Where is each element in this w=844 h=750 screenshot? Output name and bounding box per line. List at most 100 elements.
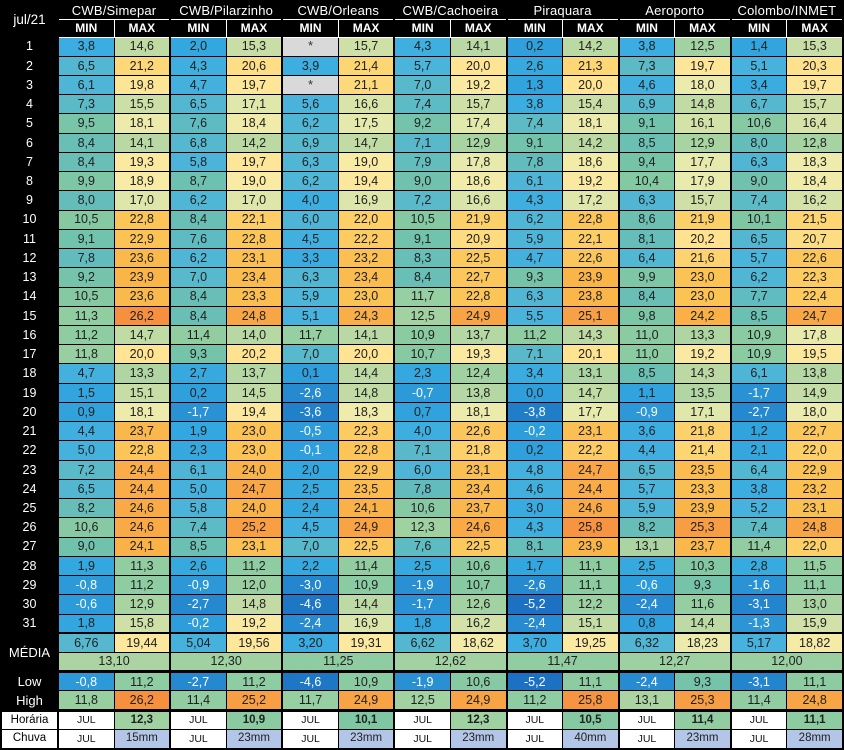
max-temp-cell: 20,6	[225, 55, 283, 76]
min-temp-cell: -1,7	[169, 401, 227, 423]
min-temp-cell: 4,6	[617, 74, 676, 96]
max-temp-cell: 18,3	[786, 151, 844, 173]
max-temp-cell: 23,0	[225, 440, 283, 461]
min-low-cell: -4,6	[281, 670, 339, 692]
min-temp-cell: 6,3	[617, 190, 676, 211]
min-temp-cell: 6,2	[169, 190, 227, 211]
day-row: 12 7,8 23,6 6,2 23,1 3,3 23,2 8,3 22,5 4,7 22,6 6,4…	[0, 248, 844, 269]
min-temp-cell: 4,3	[505, 517, 564, 538]
min-temp-cell: 5,2	[729, 498, 788, 519]
max-temp-cell: 19,3	[449, 344, 508, 365]
min-temp-cell: 3,8	[729, 478, 788, 500]
horaria-month-cell: JUL	[56, 708, 115, 730]
max-temp-cell: 24,0	[225, 498, 283, 519]
max-temp-cell: 21,2	[113, 55, 171, 76]
max-temp-cell: 23,2	[786, 478, 844, 500]
min-temp-cell: 9,1	[617, 113, 676, 134]
min-temp-cell: 6,4	[729, 459, 788, 480]
max-temp-cell: 21,5	[786, 209, 844, 230]
min-temp-cell: 11,7	[393, 286, 451, 307]
day-row: 11 9,1 22,9 7,6 22,8 4,5 22,2 9,1 20,9 5,9 22,1 8,1…	[0, 228, 844, 250]
overall-mean-cell: 12,30	[169, 651, 283, 673]
min-temp-cell: 8,5	[617, 363, 676, 384]
max-temp-cell: 23,6	[113, 248, 171, 269]
max-temp-cell: 22,1	[225, 209, 283, 230]
day-row: 30 -0,6 12,9 -2,7 14,8 -4,6 14,4 -1,7 12,6 -5,2 12…	[0, 594, 844, 615]
chuva-value-cell: 23mm	[337, 728, 395, 750]
min-temp-cell: 2,8	[729, 555, 788, 577]
max-temp-cell: 22,7	[786, 421, 844, 442]
max-high-cell: 25,2	[225, 690, 283, 711]
min-temp-cell: 13,1	[617, 536, 676, 557]
min-temp-cell: 9,0	[393, 171, 451, 192]
min-temp-cell: 4,3	[505, 190, 564, 211]
min-temp-cell: 9,2	[393, 113, 451, 134]
max-temp-cell: 22,9	[337, 459, 395, 480]
max-temp-cell: 21,1	[337, 74, 395, 96]
min-temp-cell: 7,6	[169, 113, 227, 134]
min-header: MIN	[505, 18, 564, 38]
min-media-cell: 3,70	[505, 632, 564, 654]
min-media-cell: 6,32	[617, 632, 676, 654]
max-temp-cell: 14,0	[225, 325, 283, 346]
min-temp-cell: 6,5	[729, 228, 788, 250]
max-temp-cell: 23,1	[225, 248, 283, 269]
min-temp-cell: *	[281, 36, 339, 57]
max-temp-cell: 25,3	[674, 517, 732, 538]
min-temp-cell: 10,6	[393, 498, 451, 519]
station-header-piraquara: Piraquara	[505, 0, 620, 20]
day-label: 31	[0, 613, 59, 634]
media-row: MÉDIA 6,76 19,44 5,04 19,56 3,20 19,31 6,62 18,6…	[0, 632, 844, 673]
max-temp-cell: 19,8	[113, 74, 171, 96]
max-high-cell: 24,9	[337, 690, 395, 711]
overall-mean-cell: 11,25	[281, 651, 395, 673]
min-temp-cell: -0,8	[56, 575, 115, 596]
min-temp-cell: 7,3	[56, 94, 115, 115]
horaria-value-cell: 10,1	[337, 708, 395, 730]
max-temp-cell: 16,6	[337, 94, 395, 115]
min-temp-cell: -4,6	[281, 594, 339, 615]
low-row: Low -0,8 11,2 -2,7 11,2 -4,6 10,9 -1,9 10,6 -5,2 1…	[0, 670, 844, 692]
min-header: MIN	[617, 18, 676, 38]
min-temp-cell: 3,8	[505, 94, 564, 115]
min-temp-cell: 6,4	[617, 248, 676, 269]
min-temp-cell: 7,8	[505, 151, 564, 173]
max-media-cell: 18,23	[674, 632, 732, 654]
max-low-cell: 10,9	[337, 670, 395, 692]
min-temp-cell: 5,9	[505, 228, 564, 250]
max-low-cell: 10,6	[449, 670, 508, 692]
min-temp-cell: 2,6	[169, 555, 227, 577]
min-temp-cell: 7,6	[393, 536, 451, 557]
min-temp-cell: 7,1	[393, 440, 451, 461]
max-low-cell: 11,2	[225, 670, 283, 692]
max-temp-cell: 22,3	[337, 421, 395, 442]
max-temp-cell: 14,1	[449, 36, 508, 57]
day-row: 23 7,2 24,4 6,1 24,0 2,0 22,9 6,0 23,1 4,8 24,7 6,5…	[0, 459, 844, 480]
day-label: 28	[0, 555, 59, 577]
max-temp-cell: 22,9	[786, 459, 844, 480]
max-temp-cell: 17,5	[337, 113, 395, 134]
horaria-row: Horária JUL 12,3 JUL 10,9 JUL 10,1 JUL 12,3 JUL 10…	[0, 708, 844, 730]
min-temp-cell: 9,0	[56, 536, 115, 557]
day-label: 20	[0, 401, 59, 423]
day-label: 21	[0, 421, 59, 442]
horaria-value-cell: 11,4	[674, 708, 732, 730]
max-temp-cell: 17,0	[113, 190, 171, 211]
day-row: 2 6,5 21,2 4,3 20,6 3,9 21,4 5,7 20,0 2,6 21,3 7,3 1…	[0, 55, 844, 76]
min-temp-cell: 6,9	[617, 94, 676, 115]
max-high-cell: 25,3	[674, 690, 732, 711]
max-temp-cell: 14,7	[337, 132, 395, 153]
day-row: 8 9,9 18,9 8,7 19,0 6,2 19,4 9,0 18,6 6,1 19,2 10,4…	[0, 171, 844, 192]
max-temp-cell: 22,0	[786, 440, 844, 461]
min-temp-cell: 8,0	[729, 132, 788, 153]
min-temp-cell: -0,9	[169, 575, 227, 596]
max-temp-cell: 23,7	[674, 536, 732, 557]
overall-mean-cell: 11,47	[505, 651, 620, 673]
min-high-cell: 13,1	[617, 690, 676, 711]
min-temp-cell: 6,2	[281, 113, 339, 134]
max-temp-cell: 15,7	[449, 94, 508, 115]
min-temp-cell: 0,1	[281, 363, 339, 384]
min-header: MIN	[56, 18, 115, 38]
